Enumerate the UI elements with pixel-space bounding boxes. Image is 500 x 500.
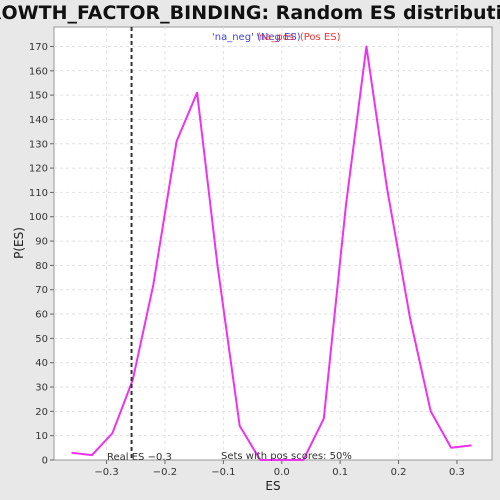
x-tick-label: 0.3 — [449, 467, 465, 478]
y-tick-label: 130 — [29, 139, 48, 150]
series-layer — [71, 45, 472, 461]
x-tick-label: 0.1 — [332, 467, 348, 478]
grid — [54, 27, 492, 460]
x-axis-label: ES — [265, 479, 280, 493]
y-tick-label: 140 — [29, 115, 48, 126]
x-tick-label: 0.2 — [391, 467, 407, 478]
y-tick-label: 100 — [29, 212, 48, 223]
y-tick-label: 80 — [35, 261, 48, 272]
y-tick-label: 0 — [42, 456, 48, 467]
legend: 'na_neg' (Neg ES) 'na_pos' (Pos ES) — [212, 32, 341, 43]
legend-entry-neg: 'na_neg' (Neg ES) — [212, 32, 301, 43]
y-tick-label: 160 — [29, 66, 48, 77]
x-tick-label: −0.2 — [153, 467, 177, 478]
y-tick-label: 170 — [29, 42, 48, 53]
plot-area — [53, 26, 493, 461]
y-tick-label: 40 — [35, 358, 48, 369]
chart-title: GROWTH_FACTOR_BINDING: Random ES distrib… — [0, 2, 500, 24]
y-tick-label: 110 — [29, 188, 48, 199]
x-tick-label: −0.1 — [211, 467, 235, 478]
axis-ticks: 0 10 20 30 40 50 60 70 80 90 100 110 120 130 140 150 160… — [29, 42, 465, 478]
real-es-label: Real ES −0.3 — [107, 452, 172, 463]
y-tick-label: 70 — [35, 285, 48, 296]
y-axis-label: P(ES) — [12, 227, 26, 259]
y-tick-label: 30 — [35, 383, 48, 394]
y-tick-label: 20 — [35, 407, 48, 418]
y-tick-label: 50 — [35, 334, 48, 345]
y-tick-label: 90 — [35, 237, 48, 248]
x-tick-label: 0.0 — [274, 467, 290, 478]
legend-entry-pos: 'na_pos' (Pos ES) — [256, 32, 341, 43]
pos-scores-annotation: Sets with pos scores: 50% — [221, 451, 352, 462]
y-tick-label: 120 — [29, 164, 48, 175]
x-tick-label: −0.3 — [94, 467, 118, 478]
y-tick-label: 60 — [35, 310, 48, 321]
y-tick-label: 10 — [35, 431, 48, 442]
y-tick-label: 150 — [29, 91, 48, 102]
series-line — [71, 45, 472, 461]
